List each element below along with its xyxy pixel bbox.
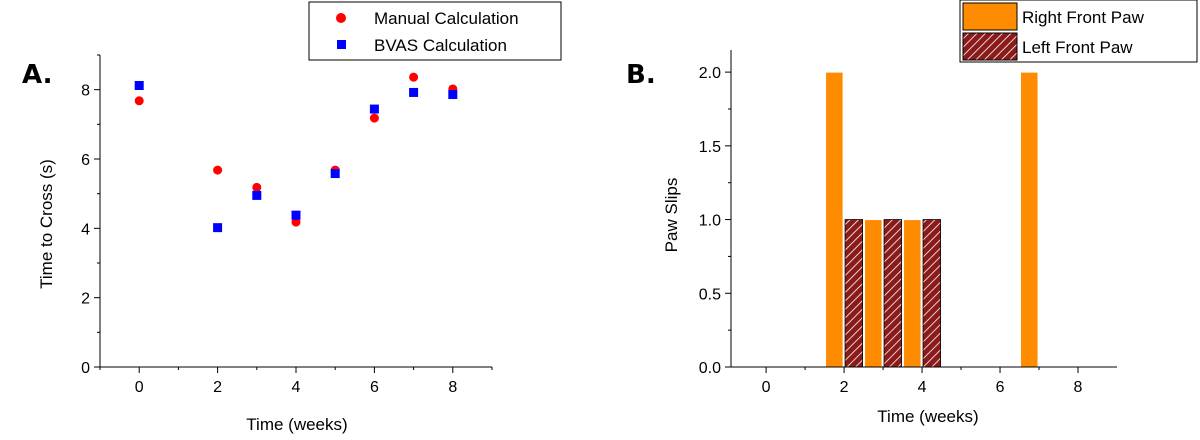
panel-label-b: B. <box>626 60 656 90</box>
x-tick-label-a: 0 <box>135 379 144 396</box>
x-tick-label-b: 0 <box>762 379 771 396</box>
x-tick-label-b: 4 <box>918 379 927 396</box>
left-front-paw-bar <box>844 219 863 368</box>
y-tick-label-b: 1.5 <box>699 139 721 156</box>
y-tick-label-a: 0 <box>81 360 90 377</box>
bvas-calculation-point <box>369 104 379 114</box>
y-axis-title-a: Time to Cross (s) <box>37 159 56 289</box>
bvas-calculation-point <box>291 210 301 220</box>
legend-marker-bvas <box>337 40 346 49</box>
legend-label-left-paw: Left Front Paw <box>1022 38 1133 57</box>
bvas-calculation-point <box>134 81 144 91</box>
manual-calculation-point <box>409 72 419 82</box>
bar-chart-panel: B. 0.0 0.5 1.0 1.5 2.0 0 2 4 6 8 Time (weeks) Paw… <box>626 0 1198 426</box>
manual-calculation-point <box>252 182 262 192</box>
y-tick-label-a: 8 <box>81 83 90 100</box>
scatter-points <box>134 72 458 233</box>
legend-label-manual: Manual Calculation <box>374 9 519 28</box>
bvas-calculation-point <box>213 223 223 233</box>
x-tick-label-a: 2 <box>213 379 222 396</box>
x-axis-title-b: Time (weeks) <box>877 407 978 426</box>
manual-calculation-point <box>213 165 223 175</box>
right-front-paw-bar <box>864 219 883 368</box>
bvas-calculation-point <box>448 90 458 100</box>
legend-label-right-paw: Right Front Paw <box>1022 8 1145 27</box>
x-tick-label-b: 2 <box>840 379 849 396</box>
legend-box-a <box>308 1 562 61</box>
panel-label-a: A. <box>22 60 52 90</box>
legend-marker-manual <box>336 13 346 23</box>
legend-swatch-right-paw <box>962 2 1018 31</box>
y-tick-label-b: 0.5 <box>699 286 721 303</box>
legend-swatch-left-paw <box>962 32 1018 61</box>
bar-marks <box>825 71 1039 368</box>
x-axis-title-a: Time (weeks) <box>246 415 347 434</box>
y-tick-label-b: 0.0 <box>699 360 721 377</box>
legend-label-bvas: BVAS Calculation <box>374 36 507 55</box>
x-tick-label-a: 4 <box>292 379 301 396</box>
bvas-calculation-point <box>330 169 340 179</box>
scatter-ticks: 0 2 4 6 8 0 2 4 6 8 <box>81 54 493 396</box>
manual-calculation-point <box>291 217 301 227</box>
left-front-paw-bar <box>883 219 902 368</box>
legend-a: Manual Calculation BVAS Calculation <box>308 1 562 61</box>
bvas-calculation-point <box>409 87 419 97</box>
right-front-paw-bar <box>903 219 922 368</box>
x-tick-label-b: 6 <box>996 379 1005 396</box>
y-axis-title-b: Paw Slips <box>662 178 681 253</box>
right-front-paw-bar <box>825 71 844 368</box>
x-tick-label-b: 8 <box>1074 379 1083 396</box>
bar-ticks: 0.0 0.5 1.0 1.5 2.0 0 2 4 6 8 <box>699 65 1117 396</box>
y-tick-label-a: 2 <box>81 291 90 308</box>
manual-calculation-point <box>134 96 144 106</box>
bvas-calculation-point <box>252 190 262 200</box>
right-front-paw-bar <box>1020 71 1039 368</box>
manual-calculation-point <box>369 113 379 123</box>
legend-box-b <box>959 0 1198 63</box>
y-tick-label-b: 2.0 <box>699 65 721 82</box>
y-tick-label-a: 4 <box>81 221 90 238</box>
x-tick-label-a: 8 <box>448 379 457 396</box>
legend-b: Right Front Paw Left Front Paw <box>959 0 1198 63</box>
y-tick-label-b: 1.0 <box>699 213 721 230</box>
x-tick-label-a: 6 <box>370 379 379 396</box>
y-tick-label-a: 6 <box>81 152 90 169</box>
left-front-paw-bar <box>922 219 941 368</box>
scatter-chart-panel: A. 0 2 4 6 8 0 2 4 6 8 Time (weeks) Time to Cross… <box>22 1 562 434</box>
